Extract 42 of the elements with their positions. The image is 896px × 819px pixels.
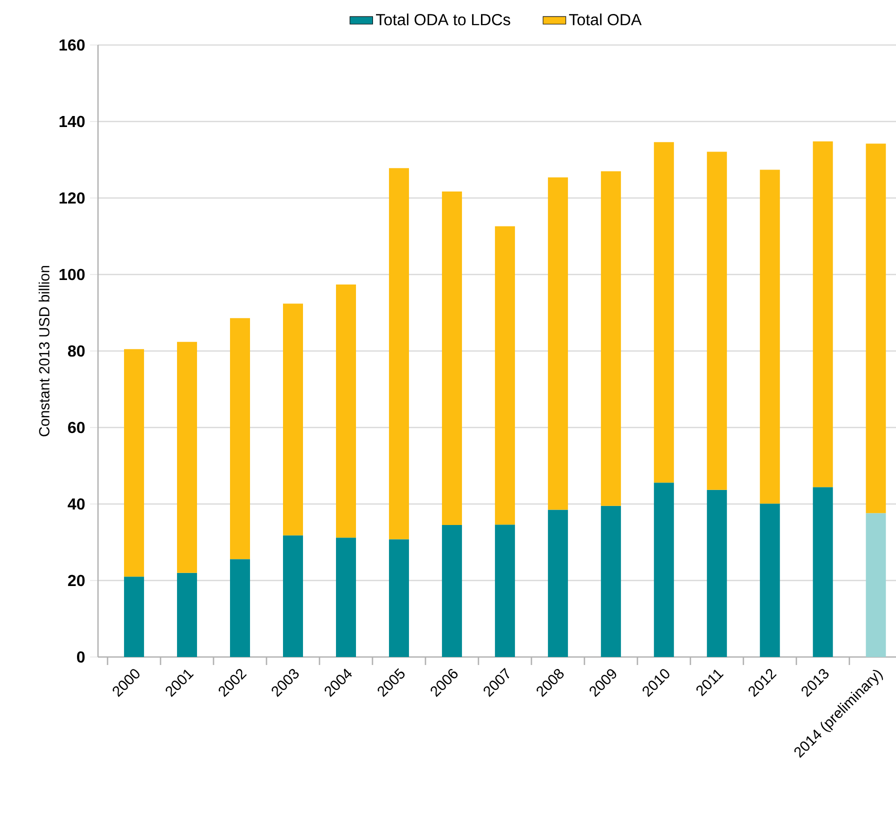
y-tick-label: 0 — [77, 651, 85, 663]
bar — [230, 559, 250, 657]
bar — [866, 144, 886, 514]
bar — [336, 538, 356, 657]
bar — [388, 168, 409, 540]
bar — [866, 513, 886, 657]
bar — [336, 284, 356, 538]
y-tick-label: 80 — [68, 345, 85, 357]
bar — [760, 504, 780, 657]
bar — [812, 141, 833, 488]
bar — [600, 171, 621, 506]
y-tick-label: 100 — [60, 268, 85, 280]
legend-label: Total ODA — [569, 14, 642, 26]
bar — [812, 487, 833, 657]
bar — [283, 304, 304, 536]
bar — [442, 191, 462, 526]
bar — [548, 177, 568, 510]
bar — [283, 535, 304, 657]
bar — [548, 510, 568, 657]
bar — [494, 226, 515, 525]
bar — [654, 142, 674, 483]
y-tick-label: 140 — [60, 116, 85, 128]
bar — [654, 482, 674, 657]
bar — [230, 318, 250, 560]
bar — [442, 525, 462, 657]
bar — [706, 490, 727, 657]
legend-label: Total ODA to LDCs — [376, 14, 510, 26]
bar — [124, 576, 144, 657]
y-tick-label: 20 — [68, 574, 85, 586]
bar — [494, 524, 515, 657]
bar — [388, 539, 409, 657]
bar — [177, 572, 198, 657]
y-tick-label: 40 — [68, 498, 85, 510]
bar — [760, 170, 780, 504]
bar — [177, 342, 198, 573]
y-axis-title: Constant 2013 USD billion — [38, 266, 50, 436]
bar — [124, 349, 144, 577]
y-tick-label: 120 — [60, 192, 85, 204]
y-tick-label: 160 — [60, 39, 85, 51]
bar — [706, 152, 727, 490]
bar — [600, 506, 621, 657]
y-tick-label: 60 — [68, 422, 85, 434]
